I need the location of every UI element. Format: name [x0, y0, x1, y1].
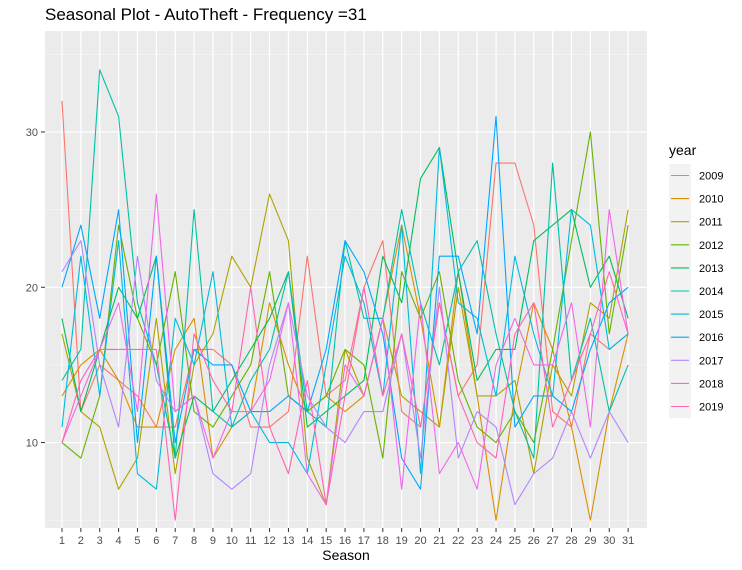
legend-item-2013: 2013 [669, 256, 723, 280]
x-tick-label: 3 [97, 535, 103, 547]
x-axis: 1 2 3 4 5 6 7 8 9 10 11 12 13 14 15 16 17 18 19 20 21 22 23 24 2… [59, 528, 634, 547]
x-tick-label: 31 [622, 535, 634, 547]
x-tick-label: 29 [584, 535, 596, 547]
y-tick-label: 10 [26, 438, 38, 450]
x-tick-label: 27 [547, 535, 559, 547]
legend-label: 2011 [699, 217, 723, 229]
legend-label: 2010 [699, 194, 723, 206]
legend-item-2018: 2018 [669, 371, 723, 395]
x-tick-label: 19 [396, 535, 408, 547]
legend-item-2015: 2015 [669, 302, 723, 326]
x-tick-label: 6 [153, 535, 159, 547]
x-tick-label: 1 [59, 535, 65, 547]
x-tick-label: 5 [134, 535, 140, 547]
x-tick-label: 7 [172, 535, 178, 547]
legend-label: 2014 [699, 286, 723, 298]
x-tick-label: 30 [603, 535, 615, 547]
grid-major [45, 31, 647, 528]
legend-label: 2013 [699, 263, 723, 275]
x-tick-label: 23 [471, 535, 483, 547]
legend-item-2017: 2017 [669, 348, 723, 372]
legend-label: 2017 [699, 355, 723, 367]
series-line-2015 [61, 146, 629, 490]
x-tick-label: 12 [263, 535, 275, 547]
x-tick-label: 9 [210, 535, 216, 547]
x-tick-label: 4 [116, 535, 122, 547]
y-tick-label: 20 [26, 282, 38, 294]
x-tick-label: 25 [509, 535, 521, 547]
series-line-2018 [61, 193, 629, 506]
x-tick-label: 18 [377, 535, 389, 547]
legend-label: 2018 [699, 378, 723, 390]
x-tick-label: 24 [490, 535, 502, 547]
legend-item-2012: 2012 [669, 233, 723, 257]
series-line-2016 [61, 115, 629, 490]
x-tick-label: 8 [191, 535, 197, 547]
legend-label: 2015 [699, 309, 723, 321]
x-tick-label: 17 [358, 535, 370, 547]
x-tick-label: 20 [414, 535, 426, 547]
chart-title: Seasonal Plot - AutoTheft - Frequency =3… [45, 5, 367, 24]
legend: year 2009 2010 2011 2012 2013 2014 2015 2016 201… [669, 142, 723, 418]
x-tick-label: 22 [452, 535, 464, 547]
legend-label: 2009 [699, 171, 723, 183]
series-layer [61, 69, 629, 521]
y-tick-label: 30 [26, 127, 38, 139]
x-tick-label: 14 [301, 535, 313, 547]
plot-panel [45, 31, 647, 528]
x-tick-label: 11 [245, 535, 256, 547]
legend-item-2009: 2009 [669, 164, 723, 187]
x-tick-label: 13 [282, 535, 294, 547]
x-tick-label: 16 [339, 535, 351, 547]
legend-label: 2016 [699, 332, 723, 344]
series-line-2017 [61, 240, 629, 506]
legend-item-2014: 2014 [669, 279, 723, 303]
x-axis-title: Season [322, 547, 369, 563]
legend-item-2010: 2010 [669, 187, 723, 211]
legend-label: 2019 [699, 402, 723, 414]
x-tick-label: 28 [565, 535, 577, 547]
legend-item-2011: 2011 [669, 210, 723, 234]
x-tick-label: 15 [320, 535, 332, 547]
x-tick-label: 21 [433, 535, 445, 547]
legend-item-2016: 2016 [669, 325, 723, 349]
series-line-2019 [61, 271, 629, 521]
y-axis: 10 20 30 [26, 127, 45, 450]
legend-label: 2012 [699, 240, 723, 252]
legend-title: year [669, 142, 697, 158]
x-tick-label: 2 [78, 535, 84, 547]
legend-item-2019: 2019 [669, 395, 723, 418]
x-tick-label: 10 [226, 535, 238, 547]
x-tick-label: 26 [528, 535, 540, 547]
